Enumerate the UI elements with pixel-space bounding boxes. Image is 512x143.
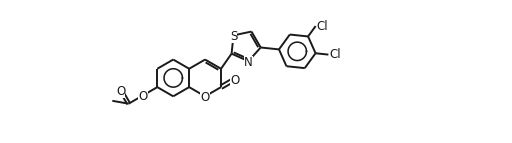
Text: O: O [201, 91, 210, 104]
Text: O: O [138, 90, 147, 103]
Text: S: S [230, 30, 237, 43]
Text: Cl: Cl [316, 20, 328, 33]
Text: Cl: Cl [329, 48, 341, 61]
Text: N: N [244, 56, 253, 69]
Text: O: O [116, 85, 125, 98]
Text: O: O [230, 74, 239, 87]
